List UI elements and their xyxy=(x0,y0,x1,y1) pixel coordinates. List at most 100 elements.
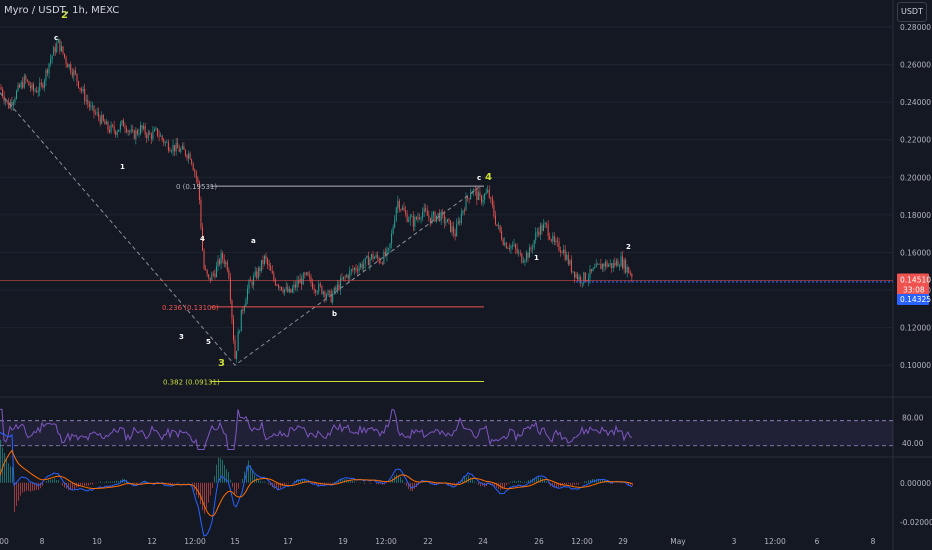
candle-body xyxy=(491,197,493,206)
macd-tick: -0.02000 xyxy=(900,518,932,527)
candle-body xyxy=(169,150,171,152)
macd-histogram-bar xyxy=(34,482,35,491)
candle-body xyxy=(122,120,124,127)
wave-trendline xyxy=(0,92,481,366)
candle-body xyxy=(268,264,270,267)
candle-body xyxy=(522,261,524,263)
candle-body xyxy=(236,350,238,359)
wave-label: 4 xyxy=(200,235,205,243)
candle-body xyxy=(532,247,534,249)
level-price: 0.14325 xyxy=(900,295,931,304)
candle-body xyxy=(200,200,202,228)
candle-body xyxy=(152,131,154,139)
macd-histogram-bar xyxy=(434,482,435,485)
macd-histogram-bar xyxy=(50,479,51,483)
candle-body xyxy=(457,221,459,224)
candle-body xyxy=(130,129,132,132)
candle-body xyxy=(521,253,523,263)
macd-histogram-bar xyxy=(274,482,275,489)
candle-body xyxy=(259,268,261,272)
macd-histogram-bar xyxy=(348,480,349,483)
macd-histogram-bar xyxy=(408,482,409,490)
candle-body xyxy=(102,114,104,121)
candle-body xyxy=(312,282,314,289)
candle-body xyxy=(336,284,338,290)
candle-body xyxy=(45,69,47,81)
macd-histogram-bar xyxy=(90,482,91,485)
candle-body xyxy=(381,262,383,264)
candle-body xyxy=(426,211,428,216)
candle-body xyxy=(432,211,434,215)
macd-histogram-bar xyxy=(68,482,69,491)
candle-body xyxy=(612,262,614,269)
macd-histogram-bar xyxy=(382,482,383,485)
candle-body xyxy=(217,259,219,267)
candle-body xyxy=(412,216,414,227)
macd-histogram-bar xyxy=(598,479,599,483)
macd-histogram-bar xyxy=(512,481,513,483)
candle-body xyxy=(0,87,2,90)
candle-body xyxy=(541,225,543,231)
candle-body xyxy=(26,79,28,82)
macd-histogram-bar xyxy=(120,480,121,483)
candle-body xyxy=(288,288,290,293)
macd-histogram-bar xyxy=(578,482,579,485)
candle-body xyxy=(54,47,56,53)
candle-body xyxy=(533,240,535,248)
macd-histogram-bar xyxy=(200,482,201,505)
candle-body xyxy=(329,290,331,292)
candle-body xyxy=(3,95,5,102)
candle-body xyxy=(282,290,284,293)
candle-body xyxy=(184,149,186,156)
candle-body xyxy=(518,252,520,254)
macd-histogram-bar xyxy=(212,482,213,488)
candle-body xyxy=(126,128,128,132)
macd-histogram-bar xyxy=(300,479,301,483)
candle-body xyxy=(290,288,292,293)
candle-body xyxy=(172,145,174,151)
candle-body xyxy=(420,217,422,219)
candle-body xyxy=(138,133,140,135)
macd-histogram-bar xyxy=(424,482,425,483)
candle-body xyxy=(591,269,593,272)
macd-histogram-bar xyxy=(72,482,73,491)
candle-body xyxy=(566,254,568,260)
candle-body xyxy=(318,283,320,292)
candle-body xyxy=(560,250,562,253)
candle-body xyxy=(383,251,385,264)
candle-body xyxy=(549,236,551,240)
candle-body xyxy=(617,260,619,267)
candle-body xyxy=(237,332,239,351)
candle-body xyxy=(87,99,89,104)
candle-body xyxy=(5,100,7,102)
candle-body xyxy=(307,272,309,276)
price-tick: 0.22000 xyxy=(900,136,931,145)
candle-body xyxy=(450,220,451,232)
macd-histogram-bar xyxy=(528,480,529,483)
candle-body xyxy=(194,170,196,173)
candle-body xyxy=(586,280,588,282)
candle-body xyxy=(453,226,455,234)
macd-histogram-bar xyxy=(576,482,577,485)
currency-button[interactable]: USDT xyxy=(897,2,927,22)
candle-body xyxy=(558,241,560,251)
macd-histogram-bar xyxy=(88,482,89,486)
macd-histogram-bar xyxy=(496,482,497,488)
candle-body xyxy=(129,130,131,132)
candle-body xyxy=(107,121,109,130)
candle-body xyxy=(147,132,149,139)
candle-body xyxy=(623,259,625,269)
candle-body xyxy=(206,269,208,275)
candle-body xyxy=(343,276,345,280)
time-tick: 12:00 xyxy=(764,537,786,546)
candle-body xyxy=(197,178,199,182)
macd-histogram-bar xyxy=(248,460,249,483)
macd-histogram-bar xyxy=(304,479,305,483)
macd-histogram-bar xyxy=(56,480,57,483)
candle-body xyxy=(600,263,602,270)
macd-histogram-bar xyxy=(454,482,455,486)
candle-body xyxy=(482,199,484,203)
candle-body xyxy=(474,189,476,191)
macd-histogram-bar xyxy=(168,482,169,485)
candle-body xyxy=(525,252,527,261)
